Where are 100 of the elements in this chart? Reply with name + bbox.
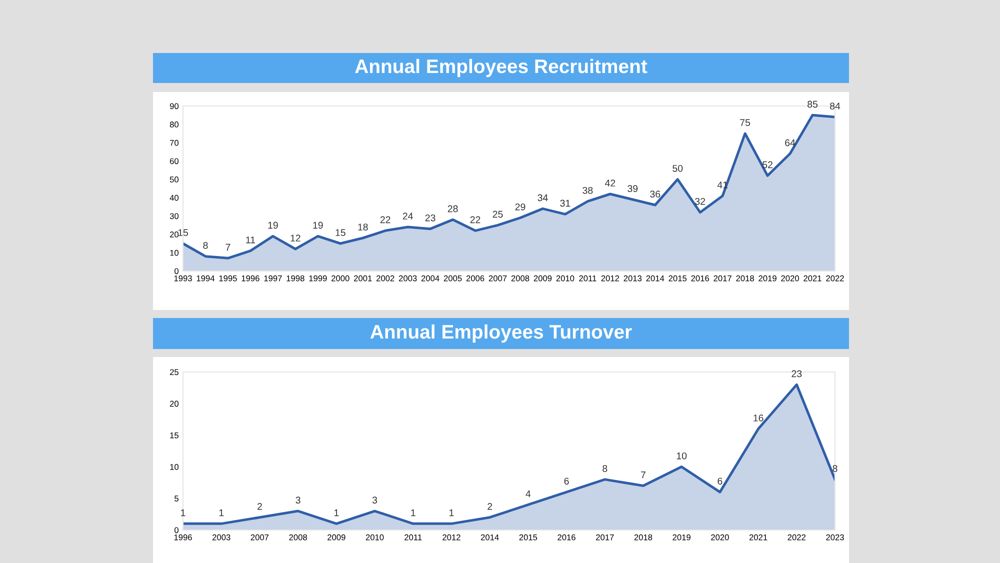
data-label: 1 [334, 509, 339, 516]
x-tick-label: 1996 [174, 534, 192, 540]
data-label: 1 [219, 509, 224, 516]
x-tick-label: 2009 [534, 275, 552, 282]
data-label: 75 [740, 119, 750, 126]
x-tick-label: 2017 [596, 534, 614, 540]
x-tick-label: 2020 [781, 275, 799, 282]
x-tick-label: 2015 [519, 534, 538, 540]
data-label: 15 [336, 229, 346, 236]
x-tick-label: 1998 [286, 275, 304, 282]
data-label: 10 [676, 452, 687, 460]
y-tick-label: 70 [170, 140, 179, 146]
data-label: 85 [808, 100, 818, 108]
x-tick-label: 2010 [366, 534, 384, 540]
y-tick-label: 10 [170, 250, 179, 256]
data-label: 18 [358, 224, 368, 231]
data-label: 8 [203, 242, 208, 249]
x-tick-label: 2019 [758, 275, 776, 282]
x-tick-label: 2015 [668, 275, 687, 282]
data-label: 12 [290, 234, 300, 242]
y-tick-label: 0 [174, 527, 179, 534]
data-label: 39 [628, 185, 638, 192]
data-label: 23 [792, 370, 802, 378]
x-tick-label: 2003 [398, 275, 417, 282]
x-tick-label: 2022 [788, 534, 806, 540]
x-tick-label: 2010 [556, 275, 574, 282]
x-tick-label: 2002 [376, 275, 394, 282]
data-label: 4 [526, 490, 531, 498]
y-tick-label: 15 [170, 432, 178, 438]
x-tick-label: 2008 [289, 534, 307, 540]
y-tick-label: 30 [170, 213, 179, 220]
data-label: 31 [560, 200, 570, 207]
data-label: 64 [785, 139, 796, 146]
data-label: 23 [425, 214, 436, 222]
data-label: 22 [380, 216, 390, 224]
data-label: 7 [641, 472, 646, 478]
x-tick-label: 2017 [714, 275, 732, 282]
x-tick-label: 2001 [354, 275, 372, 282]
data-label: 19 [313, 222, 323, 229]
chart-title: Annual Employees Turnover [370, 324, 632, 343]
data-label: 52 [762, 161, 772, 168]
data-label: 32 [695, 198, 706, 205]
x-tick-label: 1995 [219, 275, 237, 282]
data-label: 34 [538, 194, 548, 202]
x-tick-label: 2004 [421, 275, 440, 282]
y-tick-label: 25 [170, 369, 178, 376]
x-tick-label: 2005 [444, 275, 462, 282]
data-label: 7 [226, 244, 230, 251]
data-label: 1 [450, 509, 454, 516]
x-tick-label: 2009 [328, 534, 346, 540]
x-tick-label: 2013 [624, 275, 642, 282]
x-tick-label: 1993 [174, 275, 192, 282]
data-label: 36 [650, 190, 660, 198]
x-tick-label: 2003 [212, 534, 230, 540]
data-label: 24 [402, 212, 413, 220]
x-tick-label: 1997 [264, 275, 282, 282]
data-label: 1 [181, 509, 186, 516]
x-tick-label: 2023 [826, 534, 844, 540]
x-tick-label: 2018 [634, 534, 652, 540]
x-tick-label: 2021 [749, 534, 768, 540]
x-tick-label: 2022 [826, 275, 844, 282]
data-label: 16 [754, 414, 764, 422]
x-tick-label: 2007 [488, 275, 507, 282]
data-label: 1 [411, 509, 416, 516]
data-label: 2 [488, 503, 492, 510]
y-tick-label: 5 [174, 496, 178, 502]
data-label: 84 [830, 102, 840, 110]
data-label: 19 [268, 222, 278, 229]
data-label: 8 [832, 465, 838, 472]
y-tick-label: 60 [170, 158, 179, 164]
x-tick-label: 2014 [646, 275, 664, 282]
x-tick-label: 2018 [736, 275, 754, 282]
x-tick-label: 2019 [672, 534, 690, 540]
data-label: 2 [257, 503, 262, 510]
data-label: 6 [564, 478, 569, 485]
y-tick-label: 0 [174, 268, 179, 274]
data-label: 3 [372, 496, 378, 504]
data-label: 22 [470, 216, 480, 224]
y-tick-label: 90 [170, 103, 179, 110]
data-label: 3 [296, 496, 300, 504]
x-tick-label: 2012 [442, 534, 460, 540]
data-label: 6 [718, 478, 722, 485]
x-tick-label: 2014 [480, 534, 499, 540]
y-tick-label: 20 [170, 232, 179, 238]
data-label: 28 [448, 205, 458, 212]
x-tick-label: 2000 [332, 275, 350, 282]
y-tick-label: 40 [170, 194, 179, 201]
y-tick-label: 20 [170, 400, 179, 407]
x-tick-label: 2016 [558, 534, 576, 540]
x-tick-label: 2011 [579, 275, 596, 282]
data-label: 50 [672, 164, 683, 172]
data-label: 11 [246, 236, 256, 244]
data-label: 8 [602, 465, 608, 472]
x-tick-label: 2012 [601, 275, 620, 282]
x-tick-label: 1996 [242, 275, 260, 282]
x-tick-label: 2007 [250, 534, 269, 540]
x-tick-label: 2021 [804, 275, 822, 282]
x-tick-label: 2006 [466, 275, 484, 282]
x-tick-label: 2008 [511, 275, 530, 282]
data-label: 42 [604, 180, 616, 186]
